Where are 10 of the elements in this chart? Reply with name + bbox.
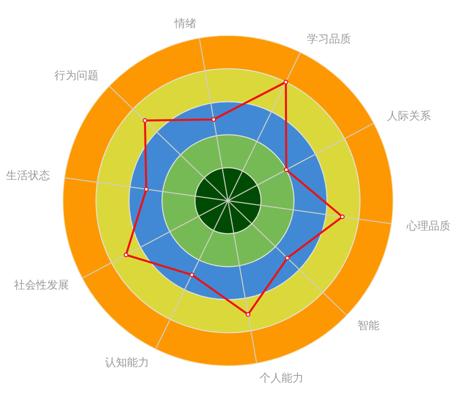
spoke-label: 个人能力: [259, 371, 304, 384]
spoke-label: 行为问题: [54, 69, 99, 82]
spoke-label: 认知能力: [105, 356, 150, 369]
spoke-label: 情绪: [174, 16, 197, 30]
spoke-label: 社会性发展: [14, 278, 70, 292]
spoke-label: 人际关系: [386, 110, 431, 123]
spoke-label: 智能: [357, 319, 380, 332]
spoke-label: 心理品质: [405, 219, 450, 232]
spoke-label: 生活状态: [6, 169, 50, 182]
spoke-label: 学习品质: [306, 32, 351, 46]
